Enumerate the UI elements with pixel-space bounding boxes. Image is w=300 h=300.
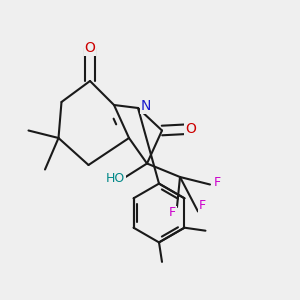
Text: F: F: [169, 206, 176, 220]
Text: N: N: [140, 100, 151, 113]
Text: O: O: [85, 41, 95, 55]
Text: O: O: [185, 122, 196, 136]
Text: F: F: [199, 199, 206, 212]
Text: HO: HO: [106, 172, 125, 185]
Text: F: F: [214, 176, 221, 190]
